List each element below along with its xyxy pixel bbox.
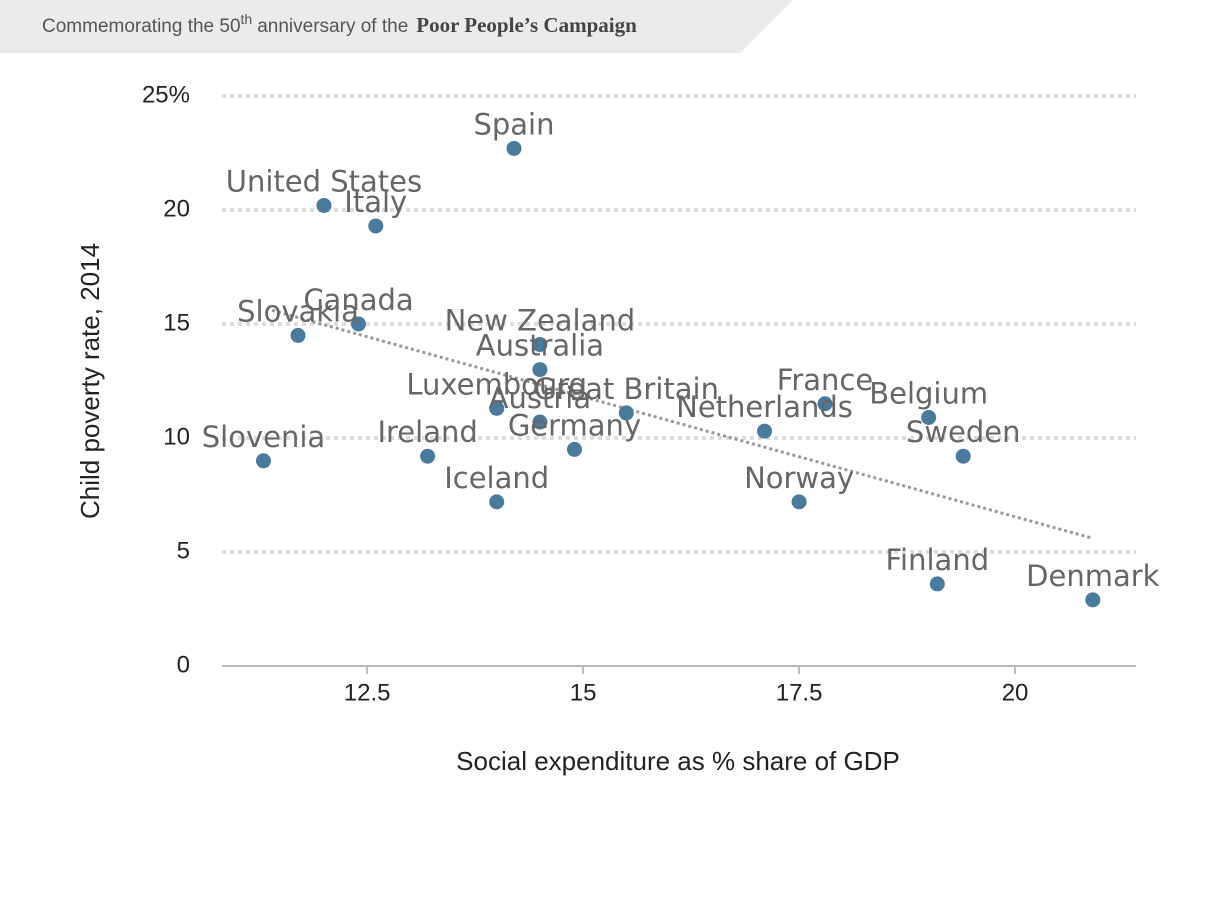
point [1085,592,1101,608]
point-label: Austria [489,381,591,415]
y-axis-title: Child poverty rate, 2014 [75,243,105,519]
trend-line [271,308,1094,540]
x-axis-title: Social expenditure as % share of GDP [456,746,900,776]
point [420,448,436,464]
point [532,362,548,378]
x-tick-label: 15 [570,679,597,706]
banner-suffix: anniversary of the [257,16,408,37]
point-label: Germany [508,408,641,442]
y-tick-label: 15 [163,309,190,336]
x-tick-label: 12.5 [344,679,391,706]
point-label: Slovakia [237,294,359,328]
point-label: France [777,363,873,397]
y-tick-label: 5 [177,537,190,564]
y-tick-label: 25% [142,81,190,108]
point [316,197,332,213]
point [255,453,271,469]
point-label: Belgium [869,376,988,410]
point-label: Slovenia [202,420,325,454]
point-label: Netherlands [676,390,853,424]
y-tick-label: 20 [163,195,190,222]
point [532,337,548,353]
point-label: Great Britain [534,372,719,406]
point [290,327,306,343]
point [489,400,505,416]
point [791,494,807,510]
point-label: Iceland [444,461,549,495]
y-tick-label: 0 [177,651,190,678]
banner-text: Commemorating the 50th anniversary of the… [42,11,637,37]
point-label: United States [226,164,422,198]
x-tick-label: 20 [1002,679,1029,706]
point [489,494,505,510]
point-label: Spain [473,107,554,141]
point-label: Sweden [906,415,1021,449]
point [921,409,937,425]
point-label: Finland [885,543,989,577]
point [566,441,582,457]
point [929,576,945,592]
point [618,405,634,421]
banner-prefix: Commemorating the 50 [42,16,241,37]
point [817,396,833,412]
x-tick-label: 17.5 [776,679,823,706]
banner [0,0,793,53]
point-label: Italy [344,185,407,219]
point-label: New Zealand [445,304,636,338]
point [506,140,522,156]
point-label: Canada [303,283,413,317]
y-tick-label: 10 [163,423,190,450]
banner-superscript: th [241,11,253,27]
point-label: Norway [744,461,854,495]
point [532,414,548,430]
point [350,316,366,332]
point [757,423,773,439]
point-label: Ireland [377,415,477,449]
point-label: Denmark [1026,559,1159,593]
point-label: Luxembourg [406,367,587,401]
point-label: Australia [476,329,604,363]
point [368,218,384,234]
point [955,448,971,464]
banner-campaign: Poor People’s Campaign [416,13,637,37]
